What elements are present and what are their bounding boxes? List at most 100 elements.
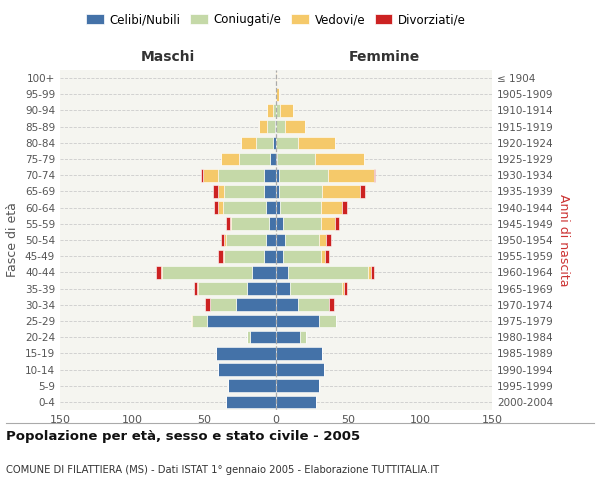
Bar: [224, 250, 265, 262]
Bar: [205, 298, 210, 311]
Bar: [328, 169, 374, 181]
Bar: [215, 347, 276, 360]
Bar: [223, 202, 266, 214]
Bar: [266, 202, 276, 214]
Bar: [320, 202, 342, 214]
Bar: [218, 250, 223, 262]
Y-axis label: Anni di nascita: Anni di nascita: [557, 194, 570, 286]
Bar: [284, 120, 305, 133]
Text: Femmine: Femmine: [349, 50, 419, 64]
Bar: [276, 314, 319, 328]
Bar: [221, 234, 224, 246]
Bar: [194, 282, 197, 295]
Bar: [268, 120, 275, 133]
Bar: [298, 136, 335, 149]
Bar: [315, 152, 364, 166]
Bar: [276, 136, 298, 149]
Bar: [270, 152, 276, 166]
Bar: [230, 218, 232, 230]
Bar: [276, 380, 319, 392]
Bar: [277, 152, 315, 166]
Bar: [283, 218, 320, 230]
Y-axis label: Fasce di età: Fasce di età: [7, 202, 19, 278]
Bar: [276, 152, 277, 166]
Text: Popolazione per età, sesso e stato civile - 2005: Popolazione per età, sesso e stato civil…: [6, 430, 360, 443]
Bar: [223, 250, 224, 262]
Bar: [275, 88, 276, 101]
Bar: [269, 218, 276, 230]
Bar: [326, 234, 331, 246]
Bar: [266, 234, 276, 246]
Bar: [224, 234, 226, 246]
Bar: [203, 169, 218, 181]
Bar: [280, 104, 293, 117]
Bar: [342, 282, 344, 295]
Bar: [276, 331, 301, 344]
Bar: [276, 218, 283, 230]
Bar: [224, 185, 265, 198]
Bar: [247, 331, 250, 344]
Bar: [279, 169, 328, 181]
Bar: [218, 185, 224, 198]
Bar: [229, 380, 276, 392]
Bar: [259, 120, 268, 133]
Bar: [301, 331, 306, 344]
Bar: [251, 266, 276, 278]
Bar: [161, 266, 162, 278]
Text: COMUNE DI FILATTIERA (MS) - Dati ISTAT 1° gennaio 2005 - Elaborazione TUTTITALIA: COMUNE DI FILATTIERA (MS) - Dati ISTAT 1…: [6, 465, 439, 475]
Bar: [359, 185, 365, 198]
Bar: [273, 136, 276, 149]
Bar: [329, 298, 334, 311]
Bar: [276, 104, 280, 117]
Bar: [276, 266, 287, 278]
Bar: [218, 363, 276, 376]
Bar: [162, 266, 251, 278]
Bar: [265, 250, 276, 262]
Bar: [344, 282, 347, 295]
Bar: [193, 314, 207, 328]
Bar: [232, 218, 269, 230]
Bar: [268, 104, 273, 117]
Bar: [276, 120, 284, 133]
Bar: [335, 218, 340, 230]
Bar: [218, 202, 223, 214]
Bar: [319, 314, 337, 328]
Bar: [191, 314, 193, 328]
Bar: [320, 218, 335, 230]
Bar: [276, 234, 284, 246]
Bar: [276, 298, 298, 311]
Bar: [212, 185, 218, 198]
Bar: [276, 363, 323, 376]
Bar: [221, 152, 239, 166]
Bar: [214, 202, 218, 214]
Bar: [273, 104, 276, 117]
Bar: [276, 282, 290, 295]
Bar: [276, 396, 316, 408]
Bar: [265, 185, 276, 198]
Text: Maschi: Maschi: [141, 50, 195, 64]
Bar: [256, 136, 273, 149]
Bar: [276, 88, 279, 101]
Bar: [198, 282, 247, 295]
Bar: [320, 250, 325, 262]
Bar: [280, 202, 320, 214]
Bar: [322, 185, 359, 198]
Bar: [298, 298, 329, 311]
Bar: [197, 282, 198, 295]
Bar: [226, 218, 230, 230]
Bar: [283, 250, 320, 262]
Bar: [371, 266, 374, 278]
Bar: [276, 250, 283, 262]
Bar: [241, 136, 256, 149]
Bar: [342, 202, 347, 214]
Bar: [319, 234, 326, 246]
Bar: [226, 396, 276, 408]
Bar: [276, 185, 279, 198]
Bar: [265, 169, 276, 181]
Bar: [210, 298, 236, 311]
Bar: [218, 169, 265, 181]
Bar: [247, 282, 276, 295]
Bar: [276, 169, 279, 181]
Bar: [207, 314, 276, 328]
Bar: [236, 298, 276, 311]
